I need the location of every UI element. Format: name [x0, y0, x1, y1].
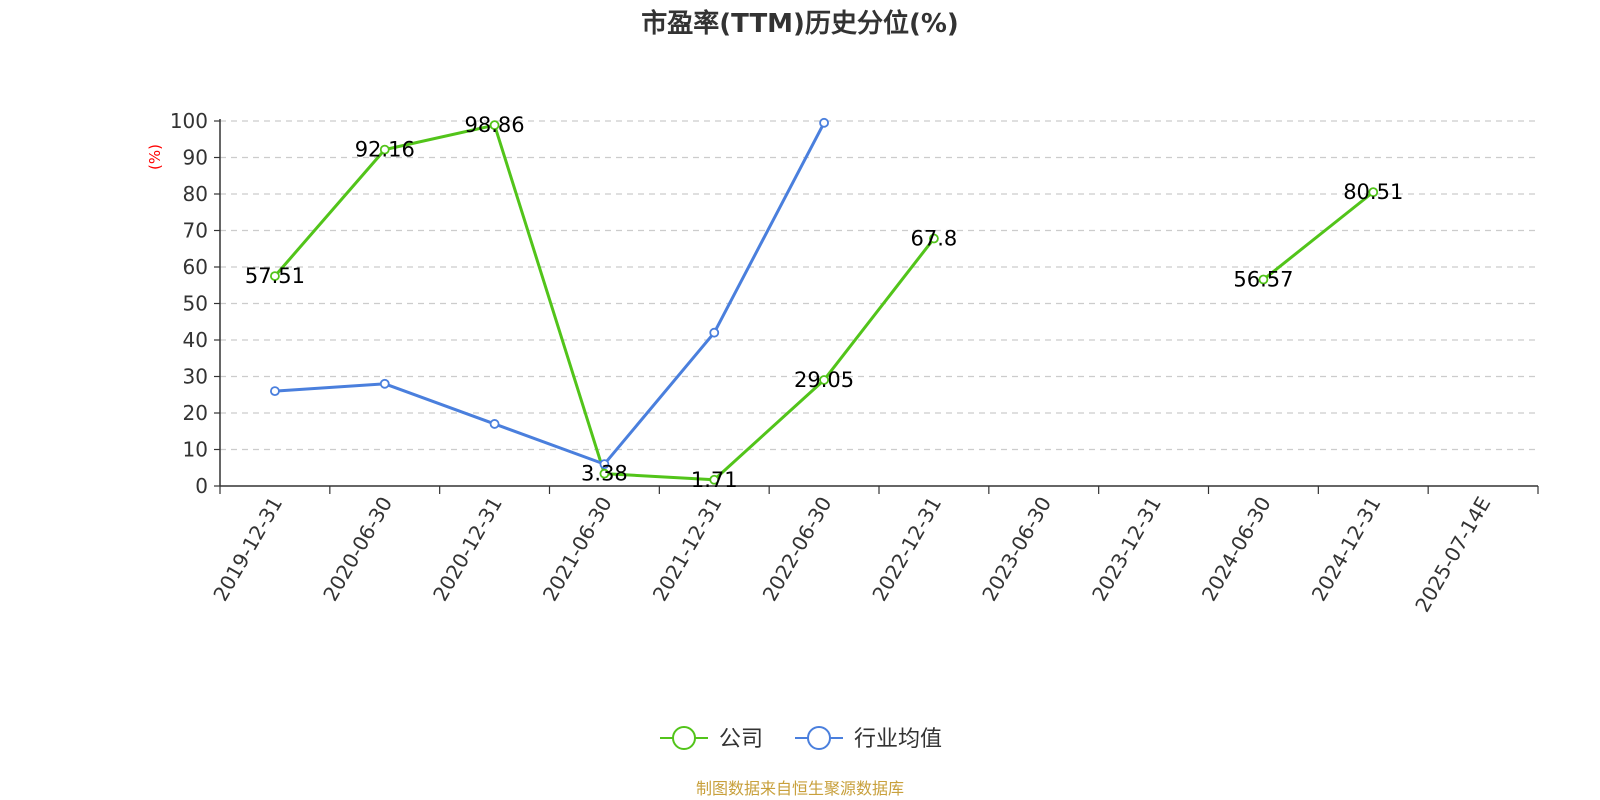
- data-point[interactable]: [1368, 187, 1379, 198]
- series-line: [274, 122, 826, 466]
- x-tick-label: 2022-06-30: [758, 493, 837, 606]
- data-label: 1.71: [691, 468, 738, 492]
- legend-label: 公司: [719, 727, 763, 752]
- legend-marker: [672, 726, 696, 750]
- x-tick-label: 2021-06-30: [538, 493, 617, 606]
- x-tick-label: 2023-12-31: [1087, 493, 1166, 606]
- legend[interactable]: 公司 行业均值: [660, 726, 942, 752]
- data-label: 67.8: [911, 227, 958, 251]
- data-label: 92.16: [355, 138, 415, 162]
- data-point[interactable]: [489, 419, 500, 429]
- x-tick-label: 2022-12-31: [867, 493, 946, 606]
- y-axis-label: (%): [146, 144, 164, 170]
- series-1: [270, 117, 829, 470]
- data-point[interactable]: [599, 459, 610, 470]
- x-tick-label: 2024-12-31: [1307, 493, 1386, 606]
- data-label: 3.38: [581, 462, 628, 486]
- x-tick-label: 2024-06-30: [1197, 493, 1276, 606]
- y-tick-label: 30: [183, 365, 208, 389]
- data-point[interactable]: [709, 327, 720, 338]
- data-point[interactable]: [819, 375, 829, 385]
- axes: 0 10 20 30 40 50 60 70 80 90 100 2019-12-31 2020-06-…: [170, 109, 1539, 617]
- y-tick-label: 60: [183, 255, 208, 279]
- legend-marker: [807, 726, 831, 750]
- x-tick-label: 2019-12-31: [208, 493, 287, 606]
- x-tick-label: 2020-06-30: [318, 493, 397, 606]
- series-line: [273, 123, 936, 482]
- y-tick-label: 0: [195, 474, 208, 498]
- data-point[interactable]: [819, 117, 829, 128]
- data-point[interactable]: [379, 378, 390, 389]
- y-tick-label: 40: [183, 328, 208, 352]
- x-tick-label: 2021-12-31: [648, 493, 727, 606]
- legend-item[interactable]: 公司: [660, 726, 763, 752]
- data-point[interactable]: [599, 468, 610, 479]
- x-tick-label: 2025-07-14E: [1410, 493, 1495, 617]
- x-tick-label: 2023-06-30: [977, 493, 1056, 606]
- data-point[interactable]: [270, 386, 280, 397]
- data-point[interactable]: [379, 144, 390, 155]
- y-tick-label: 100: [170, 109, 208, 133]
- data-point[interactable]: [489, 120, 500, 131]
- y-tick-label: 10: [183, 438, 208, 462]
- y-tick-label: 50: [183, 292, 208, 316]
- data-point[interactable]: [929, 233, 939, 244]
- data-point[interactable]: [709, 474, 720, 485]
- data-point[interactable]: [1258, 274, 1269, 285]
- y-tick-label: 80: [183, 182, 208, 206]
- series-0: [270, 120, 1379, 485]
- grid-lines: [220, 120, 1538, 451]
- data-label: 56.57: [1233, 268, 1293, 292]
- y-tick-label: 90: [183, 146, 208, 170]
- data-labels: 57.51 92.16 98.86 3.38 1.71 29.05 67.8 56.57 80.…: [245, 113, 1403, 492]
- source-note: 制图数据来自恒生聚源数据库: [696, 779, 904, 798]
- x-tick-label: 2020-12-31: [428, 493, 507, 606]
- series-line: [1262, 190, 1375, 281]
- data-point[interactable]: [270, 271, 280, 281]
- legend-label: 行业均值: [854, 727, 942, 752]
- y-tick-label: 70: [183, 219, 208, 243]
- y-tick-label: 20: [183, 401, 208, 425]
- data-label: 98.86: [465, 113, 525, 137]
- series-layer: [270, 117, 1379, 485]
- data-label: 57.51: [245, 264, 305, 288]
- data-label: 80.51: [1343, 180, 1403, 204]
- legend-item[interactable]: 行业均值: [795, 726, 942, 752]
- chart-title: 市盈率(TTM)历史分位(%): [641, 8, 959, 39]
- data-label: 29.05: [794, 368, 854, 392]
